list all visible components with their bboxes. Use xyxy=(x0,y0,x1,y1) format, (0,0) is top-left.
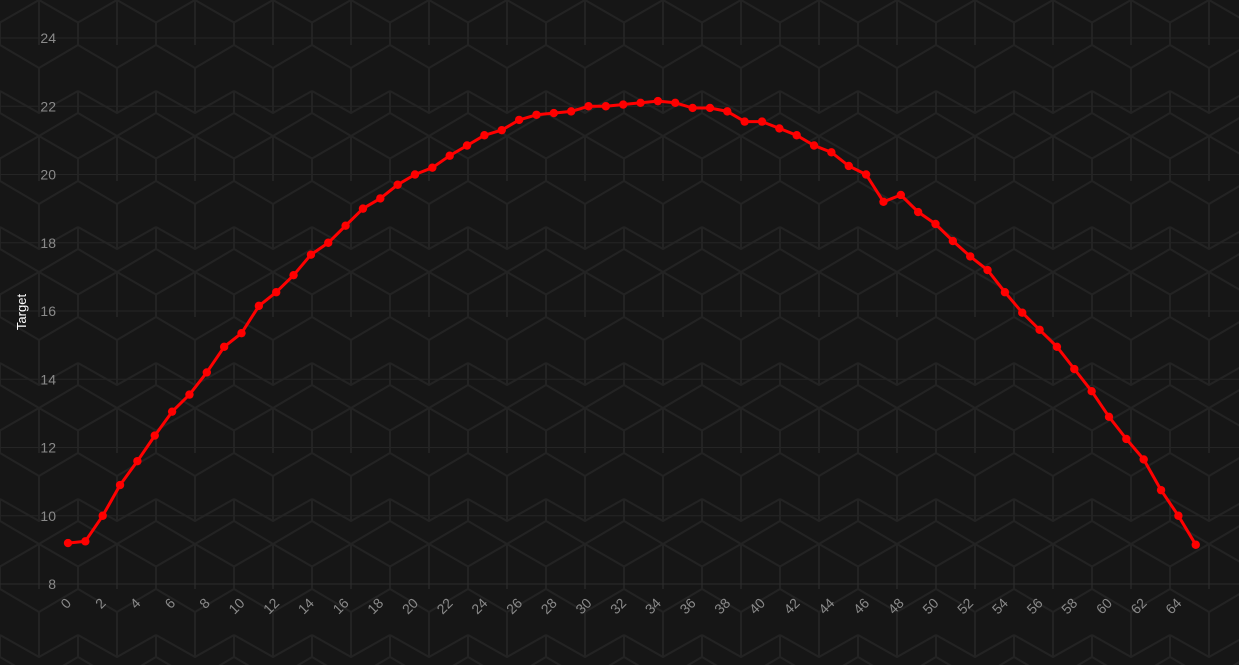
y-tick-label-0: 8 xyxy=(48,576,56,592)
y-tick-label-4: 16 xyxy=(40,303,56,319)
data-point-1 xyxy=(81,537,90,546)
data-point-28 xyxy=(549,108,558,118)
data-point-39 xyxy=(740,117,749,126)
data-point-43 xyxy=(809,141,819,150)
data-point-8 xyxy=(202,368,211,377)
data-point-27 xyxy=(532,110,541,119)
data-point-3 xyxy=(115,480,125,490)
data-point-49 xyxy=(913,207,923,217)
data-point-62 xyxy=(1139,455,1148,464)
data-point-53 xyxy=(983,265,992,275)
series-line-0 xyxy=(66,99,1198,547)
data-point-6 xyxy=(167,407,177,416)
data-point-60 xyxy=(1104,412,1114,421)
data-point-45 xyxy=(844,161,853,171)
data-point-32 xyxy=(619,100,628,109)
data-point-48 xyxy=(896,190,905,200)
y-axis-title: Target xyxy=(14,294,29,331)
data-point-22 xyxy=(445,151,454,160)
data-point-20 xyxy=(410,170,420,179)
y-tick-label-1: 10 xyxy=(40,508,56,524)
y-tick-label-5: 18 xyxy=(40,235,56,251)
data-point-16 xyxy=(341,221,350,230)
data-point-9 xyxy=(219,342,229,352)
data-point-64 xyxy=(1174,511,1183,520)
y-tick-label-8: 24 xyxy=(40,30,56,46)
data-point-25 xyxy=(497,125,506,135)
data-point-24 xyxy=(480,131,489,140)
data-point-63 xyxy=(1156,485,1166,495)
data-point-46 xyxy=(861,170,871,179)
data-point-40 xyxy=(757,117,767,126)
data-point-54 xyxy=(1000,288,1010,297)
data-point-31 xyxy=(601,102,611,111)
data-point-33 xyxy=(636,98,645,108)
data-point-57 xyxy=(1052,342,1062,352)
data-point-52 xyxy=(966,252,975,261)
data-point-12 xyxy=(272,288,281,297)
data-point-61 xyxy=(1122,434,1131,444)
y-tick-label-7: 22 xyxy=(40,98,56,114)
data-point-10 xyxy=(237,328,246,338)
data-point-38 xyxy=(723,107,732,116)
data-point-42 xyxy=(792,131,801,140)
data-point-13 xyxy=(289,270,298,280)
data-point-56 xyxy=(1035,325,1044,334)
data-point-0 xyxy=(63,538,73,548)
y-axis: 8 10 12 14 16 18 20 22 24 xyxy=(40,30,56,592)
data-point-17 xyxy=(358,204,368,213)
data-point-14 xyxy=(306,250,316,259)
data-point-37 xyxy=(705,103,715,113)
data-point-23 xyxy=(462,141,472,150)
data-point-55 xyxy=(1018,308,1027,317)
data-point-34 xyxy=(653,96,663,106)
data-point-21 xyxy=(428,163,437,172)
data-point-4 xyxy=(133,456,142,466)
data-point-15 xyxy=(324,238,333,247)
data-point-44 xyxy=(827,148,836,157)
data-point-65 xyxy=(1191,540,1200,549)
data-point-7 xyxy=(185,390,194,399)
data-point-30 xyxy=(584,102,593,111)
data-point-51 xyxy=(948,236,958,246)
data-point-2 xyxy=(98,511,107,520)
data-point-47 xyxy=(879,197,888,206)
data-point-18 xyxy=(376,194,385,203)
data-point-36 xyxy=(688,103,697,113)
y-tick-label-3: 14 xyxy=(40,371,56,387)
data-point-29 xyxy=(566,107,576,116)
data-point-26 xyxy=(514,115,524,125)
data-point-50 xyxy=(931,219,940,229)
y-tick-label-2: 12 xyxy=(40,440,56,456)
y-tick-label-6: 20 xyxy=(40,167,56,183)
data-point-11 xyxy=(254,301,264,311)
grid-layer xyxy=(0,37,1239,585)
data-point-58 xyxy=(1070,364,1079,374)
data-point-5 xyxy=(150,431,159,440)
data-point-41 xyxy=(775,124,784,133)
data-point-35 xyxy=(671,98,680,108)
series-layer xyxy=(63,96,1200,549)
data-point-59 xyxy=(1087,386,1096,396)
data-point-19 xyxy=(393,180,402,189)
